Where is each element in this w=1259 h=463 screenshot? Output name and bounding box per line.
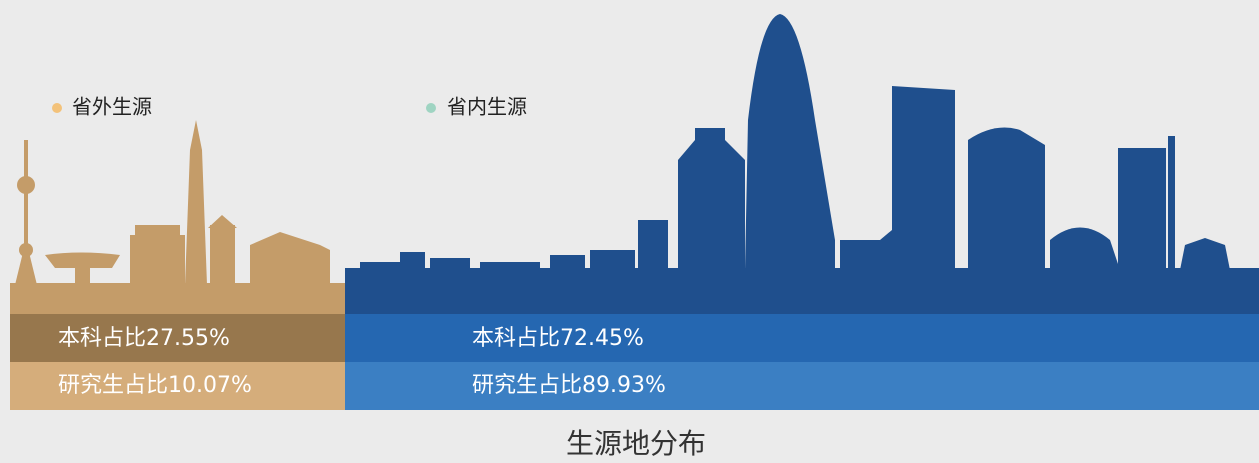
row-label: 本科占比72.45% xyxy=(472,326,644,351)
row-label: 本科占比27.55% xyxy=(58,326,230,351)
right-skyline xyxy=(345,14,1259,314)
legend-dot xyxy=(52,103,62,113)
row-label: 研究生占比89.93% xyxy=(472,373,666,398)
bands xyxy=(10,314,1259,410)
legend-dot xyxy=(426,103,436,113)
band xyxy=(10,362,345,410)
band xyxy=(10,314,345,362)
left-skyline xyxy=(10,120,345,314)
row-label: 研究生占比10.07% xyxy=(58,373,252,398)
band xyxy=(345,314,1259,362)
title: 生源地分布 xyxy=(566,427,706,460)
band xyxy=(345,362,1259,410)
legend-label: 省内生源 xyxy=(447,95,527,119)
legend-label: 省外生源 xyxy=(72,95,152,119)
